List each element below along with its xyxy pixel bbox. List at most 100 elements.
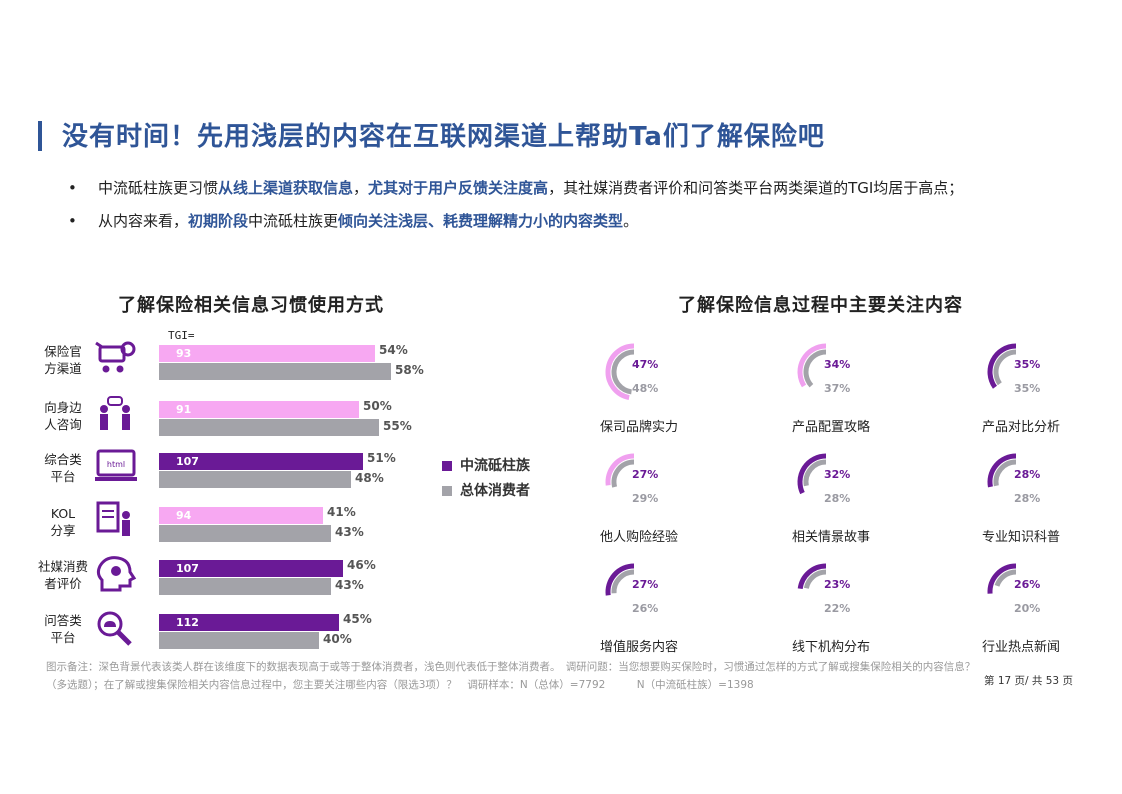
bullet-item: • 从内容来看，初期阶段中流砥柱族更倾向关注浅层、耗费理解精力小的内容类型。 xyxy=(68,205,1078,238)
category-label-line: 问答类 xyxy=(44,613,82,628)
laptop-html-icon: html xyxy=(94,447,140,489)
tgi-value: 107 xyxy=(176,455,199,468)
ring-arc-series1 xyxy=(987,453,1017,488)
ring-svg xyxy=(605,563,635,596)
magnifier-cloud-icon xyxy=(94,608,140,650)
bar-series1 xyxy=(159,345,375,362)
ring-arc-series1 xyxy=(605,343,635,400)
ring-value-series2: 26% xyxy=(632,602,659,615)
category-label-line: 者评价 xyxy=(44,576,82,591)
bar-series1 xyxy=(159,614,339,631)
ring-arc-series1 xyxy=(987,343,1017,389)
tgi-value: 94 xyxy=(176,509,192,522)
ring-value-series2: 35% xyxy=(1014,382,1041,395)
ring-value-series1: 27% xyxy=(632,578,659,591)
ring-category-label: 产品对比分析 xyxy=(982,420,1061,435)
ring-item: 34% 37% xyxy=(796,342,856,402)
ring-category-label: 保司品牌实力 xyxy=(600,420,679,435)
ring-value-series1: 32% xyxy=(824,468,851,481)
ring-item: 35% 35% xyxy=(986,342,1046,402)
bar-series2 xyxy=(159,578,331,595)
bar-series2 xyxy=(159,363,391,380)
bar-series1 xyxy=(159,560,343,577)
page-number: 第 17 页/ 共 53 页 xyxy=(984,675,1073,687)
ring-value-series1: 27% xyxy=(632,468,659,481)
ring-arc-series2 xyxy=(993,459,1017,487)
bullet-item: • 中流砥柱族更习惯从线上渠道获取信息，尤其对于用户反馈关注度高，其社媒消费者评… xyxy=(68,172,1078,205)
ring-svg xyxy=(987,453,1017,488)
ring-arc-series1 xyxy=(797,343,827,388)
ring-category-label: 线下机构分布 xyxy=(792,640,871,655)
category-label-line: 人咨询 xyxy=(44,417,82,432)
category-label-line: 社媒消费 xyxy=(37,559,88,574)
data-label-series2: 43% xyxy=(335,525,364,539)
tgi-value: 112 xyxy=(176,616,199,629)
ring-svg xyxy=(605,343,635,400)
ring-value-series1: 35% xyxy=(1014,358,1041,371)
ring-arc-series2 xyxy=(611,349,635,395)
ring-svg xyxy=(797,453,827,495)
ring-category-label: 专业知识科普 xyxy=(982,530,1061,545)
tgi-value: 91 xyxy=(176,403,192,416)
ring-arc-series1 xyxy=(987,563,1017,594)
category-label-line: KOL xyxy=(50,506,76,521)
bar-series1 xyxy=(159,507,323,524)
bullet-highlight: 初期阶段 xyxy=(188,212,249,230)
bar-series2 xyxy=(159,525,331,542)
category-label: 向身边 人咨询 xyxy=(30,399,96,433)
data-label-series1: 45% xyxy=(343,612,372,626)
ring-arc-series2 xyxy=(993,349,1017,386)
category-label-line: 平台 xyxy=(50,630,76,645)
ring-arc-series2 xyxy=(994,569,1017,587)
bullet-text: ， xyxy=(353,179,369,197)
legend-item-series1: 中流砥柱族 xyxy=(442,455,530,475)
bullet-highlight: 倾向关注浅层、耗费理解精力小的内容类型 xyxy=(338,212,624,230)
data-label-series1: 41% xyxy=(327,505,356,519)
tgi-value: 93 xyxy=(176,347,192,360)
category-label-line: 平台 xyxy=(50,469,76,484)
ring-item: 28% 28% xyxy=(986,452,1046,512)
ring-item: 23% 22% xyxy=(796,562,856,622)
bullet-text: 中流砥柱族更 xyxy=(248,212,339,230)
ring-category-label: 行业热点新闻 xyxy=(982,640,1061,655)
ring-item: 32% 28% xyxy=(796,452,856,512)
ring-value-series1: 26% xyxy=(1014,578,1041,591)
ring-value-series2: 28% xyxy=(824,492,851,505)
ring-item: 47% 48% xyxy=(604,342,664,402)
ring-arc-series2 xyxy=(611,569,635,594)
shopping-cart-gear-icon xyxy=(94,339,140,381)
ring-value-series2: 37% xyxy=(824,382,851,395)
data-label-series2: 43% xyxy=(335,578,364,592)
data-label-series1: 46% xyxy=(347,558,376,572)
ring-value-series2: 48% xyxy=(632,382,659,395)
ring-item: 26% 20% xyxy=(986,562,1046,622)
data-label-series2: 55% xyxy=(383,419,412,433)
ring-value-series1: 34% xyxy=(824,358,851,371)
data-label-series2: 40% xyxy=(323,632,352,646)
ring-value-series2: 22% xyxy=(824,602,851,615)
ring-svg xyxy=(797,343,827,388)
bullet-list: • 中流砥柱族更习惯从线上渠道获取信息，尤其对于用户反馈关注度高，其社媒消费者评… xyxy=(68,172,1078,238)
ring-arc-series1 xyxy=(797,563,827,590)
bullet-dot: • xyxy=(68,179,77,197)
category-label-line: 方渠道 xyxy=(44,361,82,376)
bar-series1 xyxy=(159,401,359,418)
ring-svg xyxy=(797,563,827,590)
ring-category-label: 他人购险经验 xyxy=(600,530,679,545)
legend-label: 总体消费者 xyxy=(460,483,530,499)
page-title: 没有时间！先用浅层的内容在互联网渠道上帮助Ta们了解保险吧 xyxy=(62,122,825,152)
category-label: 问答类 平台 xyxy=(30,612,96,646)
bar-series2 xyxy=(159,419,379,436)
right-chart-title: 了解保险信息过程中主要关注内容 xyxy=(678,295,963,316)
bar-series2 xyxy=(159,471,351,488)
ring-arc-series2 xyxy=(803,459,827,487)
legend-swatch xyxy=(442,461,452,471)
bullet-dot: • xyxy=(68,212,77,230)
ring-value-series1: 47% xyxy=(632,358,659,371)
bullet-text: 中流砥柱族更习惯 xyxy=(98,179,219,197)
title-accent-bar xyxy=(38,121,42,151)
footnote: 图示备注：深色背景代表该类人群在该维度下的数据表现高于或等于整体消费者，浅色则代… xyxy=(46,661,976,691)
head-lightbulb-icon xyxy=(94,554,140,596)
ring-svg xyxy=(987,563,1017,594)
ring-arc-series2 xyxy=(803,569,827,589)
